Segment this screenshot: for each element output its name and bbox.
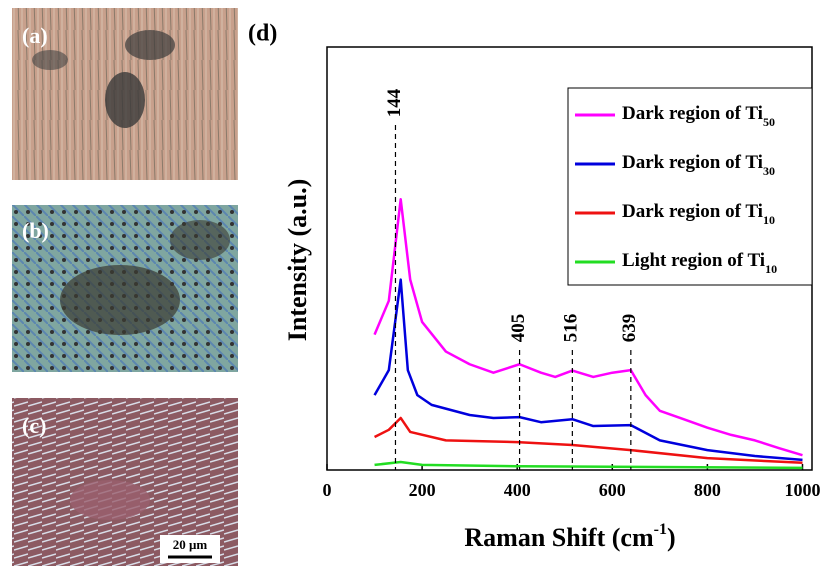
legend-subscript: 30	[763, 164, 775, 178]
data-line	[375, 280, 803, 460]
panel-label: (b)	[22, 218, 49, 243]
legend-name: Dark region of Ti	[622, 103, 763, 124]
x-axis-title-text: Raman Shift (cm	[464, 523, 654, 552]
legend-name: Dark region of Ti	[622, 201, 763, 222]
figure: (a) (b) (c) 20 μm (d) Intensity (a.u.) R…	[0, 0, 839, 568]
data-line	[375, 462, 803, 468]
x-tick-label: 0	[323, 480, 332, 500]
x-tick-label: 1000	[784, 480, 820, 500]
x-tick-label: 200	[409, 480, 436, 500]
legend-name: Light region of Ti	[622, 250, 765, 271]
legend-name: Dark region of Ti	[622, 152, 763, 173]
scale-bar-label: 20 μm	[173, 537, 208, 552]
legend-subscript: 10	[763, 213, 775, 227]
panel-label: (c)	[22, 413, 46, 438]
x-tick-label: 400	[504, 480, 531, 500]
panel-label: (a)	[22, 23, 48, 48]
peak-label: 144	[384, 88, 405, 117]
x-axis-title-sup: -1	[654, 521, 667, 538]
x-axis-title: Raman Shift (cm-1)	[464, 521, 675, 552]
x-axis-title-tail: )	[667, 523, 676, 552]
x-tick-label: 600	[599, 480, 626, 500]
legend-subscript: 10	[765, 262, 777, 276]
peak-label: 639	[619, 314, 640, 343]
legend-subscript: 50	[763, 115, 775, 129]
peak-label: 405	[508, 314, 529, 343]
x-tick-label: 800	[694, 480, 721, 500]
peak-label: 516	[561, 314, 582, 343]
y-axis-title: Intensity (a.u.)	[283, 179, 312, 342]
panel-label: (d)	[248, 21, 277, 47]
